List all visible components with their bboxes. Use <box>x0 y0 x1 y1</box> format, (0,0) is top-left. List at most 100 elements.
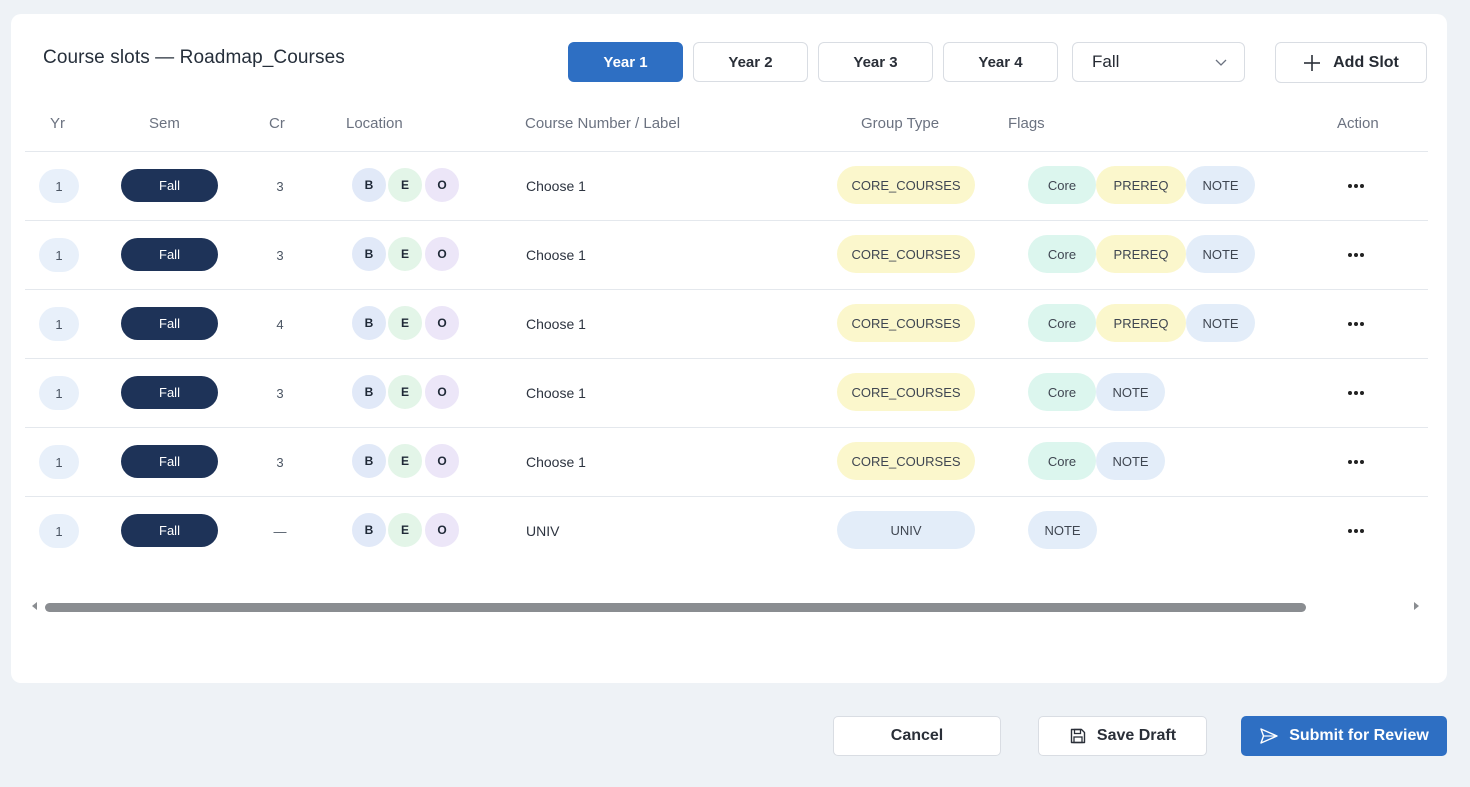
credits-value: 4 <box>276 316 284 332</box>
semester-pill: Fall <box>121 238 218 271</box>
row-actions-button[interactable] <box>1341 447 1371 477</box>
table-row[interactable]: 1 Fall 3 B E O Choose 1 CORE_COURSES Cor… <box>25 358 1428 427</box>
flag-core: Core <box>1028 442 1096 480</box>
save-draft-button[interactable]: Save Draft <box>1038 716 1207 756</box>
tab-year-4[interactable]: Year 4 <box>943 42 1058 82</box>
scroll-left-arrow-icon[interactable] <box>32 602 37 610</box>
add-slot-button[interactable]: Add Slot <box>1275 42 1427 83</box>
row-actions-button[interactable] <box>1341 309 1371 339</box>
semester-pill: Fall <box>121 376 218 409</box>
send-icon <box>1260 728 1278 744</box>
row-actions-button[interactable] <box>1341 240 1371 270</box>
group-type-badge: CORE_COURSES <box>837 304 975 342</box>
more-horizontal-icon <box>1348 460 1364 464</box>
more-horizontal-icon <box>1348 253 1364 257</box>
flag-note: NOTE <box>1186 304 1255 342</box>
credits-value: 3 <box>276 454 284 470</box>
flag-core: Core <box>1028 166 1096 204</box>
location-e-toggle[interactable]: E <box>387 512 423 548</box>
group-type-badge: CORE_COURSES <box>837 373 975 411</box>
location-b-toggle[interactable]: B <box>351 374 387 410</box>
location-o-toggle[interactable]: O <box>424 167 460 203</box>
save-icon <box>1070 728 1086 744</box>
column-header-flags: Flags <box>1008 115 1045 132</box>
semester-pill: Fall <box>121 514 218 547</box>
credits-value: 3 <box>276 247 284 263</box>
flag-core: Core <box>1028 373 1096 411</box>
cancel-label: Cancel <box>890 727 944 744</box>
location-e-toggle[interactable]: E <box>387 374 423 410</box>
course-label: Choose 1 <box>526 247 586 263</box>
column-header-location: Location <box>346 115 403 132</box>
location-o-toggle[interactable]: O <box>424 305 460 341</box>
location-e-toggle[interactable]: E <box>387 236 423 272</box>
flag-note: NOTE <box>1096 373 1165 411</box>
column-header-course: Course Number / Label <box>525 115 681 132</box>
location-b-toggle[interactable]: B <box>351 443 387 479</box>
year-badge: 1 <box>39 514 79 548</box>
semester-select-value: Fall <box>1092 52 1120 71</box>
year-badge: 1 <box>39 307 79 341</box>
location-b-toggle[interactable]: B <box>351 167 387 203</box>
location-e-toggle[interactable]: E <box>387 167 423 203</box>
row-divider <box>25 151 1428 152</box>
scroll-right-arrow-icon[interactable] <box>1414 602 1419 610</box>
flag-prereq: PREREQ <box>1096 304 1186 342</box>
course-slots-panel: Course slots — Roadmap_Courses Year 1 Ye… <box>11 14 1447 683</box>
tab-year-1[interactable]: Year 1 <box>568 42 683 82</box>
table-row[interactable]: 1 Fall 3 B E O Choose 1 CORE_COURSES Cor… <box>25 151 1428 220</box>
location-b-toggle[interactable]: B <box>351 512 387 548</box>
row-actions-button[interactable] <box>1341 516 1371 546</box>
flag-prereq: PREREQ <box>1096 166 1186 204</box>
course-label: Choose 1 <box>526 454 586 470</box>
chevron-down-icon <box>1215 59 1227 66</box>
tab-year-2[interactable]: Year 2 <box>693 42 808 82</box>
plus-icon <box>1304 54 1321 71</box>
table-row[interactable]: 1 Fall 3 B E O Choose 1 CORE_COURSES Cor… <box>25 427 1428 496</box>
semester-pill: Fall <box>121 445 218 478</box>
table-row[interactable]: 1 Fall — B E O UNIV UNIV NOTE <box>25 496 1428 565</box>
semester-select[interactable]: Fall <box>1072 42 1245 82</box>
credits-value: 3 <box>276 385 284 401</box>
flag-note: NOTE <box>1028 511 1097 549</box>
group-type-badge: UNIV <box>837 511 975 549</box>
semester-pill: Fall <box>121 169 218 202</box>
row-divider <box>25 220 1428 221</box>
group-type-badge: CORE_COURSES <box>837 442 975 480</box>
course-label: Choose 1 <box>526 178 586 194</box>
location-o-toggle[interactable]: O <box>424 236 460 272</box>
location-o-toggle[interactable]: O <box>424 374 460 410</box>
flag-note: NOTE <box>1186 166 1255 204</box>
column-header-cr: Cr <box>269 115 285 132</box>
location-b-toggle[interactable]: B <box>351 236 387 272</box>
save-draft-label: Save Draft <box>1096 727 1177 744</box>
group-type-badge: CORE_COURSES <box>837 235 975 273</box>
more-horizontal-icon <box>1348 391 1364 395</box>
cancel-button[interactable]: Cancel <box>833 716 1001 756</box>
add-slot-label: Add Slot <box>1333 53 1399 71</box>
row-actions-button[interactable] <box>1341 378 1371 408</box>
panel-title: Course slots — Roadmap_Courses <box>43 47 345 68</box>
table-row[interactable]: 1 Fall 4 B E O Choose 1 CORE_COURSES Cor… <box>25 289 1428 358</box>
location-o-toggle[interactable]: O <box>424 443 460 479</box>
scrollbar-thumb[interactable] <box>45 603 1306 612</box>
location-b-toggle[interactable]: B <box>351 305 387 341</box>
location-e-toggle[interactable]: E <box>387 305 423 341</box>
table-row[interactable]: 1 Fall 3 B E O Choose 1 CORE_COURSES Cor… <box>25 220 1428 289</box>
row-divider <box>25 496 1428 497</box>
flag-note: NOTE <box>1096 442 1165 480</box>
tab-year-3[interactable]: Year 3 <box>818 42 933 82</box>
course-label: Choose 1 <box>526 316 586 332</box>
row-actions-button[interactable] <box>1341 171 1371 201</box>
flag-prereq: PREREQ <box>1096 235 1186 273</box>
column-header-group-type: Group Type <box>861 115 940 132</box>
year-badge: 1 <box>39 376 79 410</box>
more-horizontal-icon <box>1348 322 1364 326</box>
credits-value: 3 <box>276 178 284 194</box>
semester-pill: Fall <box>121 307 218 340</box>
location-e-toggle[interactable]: E <box>387 443 423 479</box>
submit-for-review-button[interactable]: Submit for Review <box>1241 716 1447 756</box>
year-badge: 1 <box>39 238 79 272</box>
column-header-yr: Yr <box>50 115 65 132</box>
location-o-toggle[interactable]: O <box>424 512 460 548</box>
